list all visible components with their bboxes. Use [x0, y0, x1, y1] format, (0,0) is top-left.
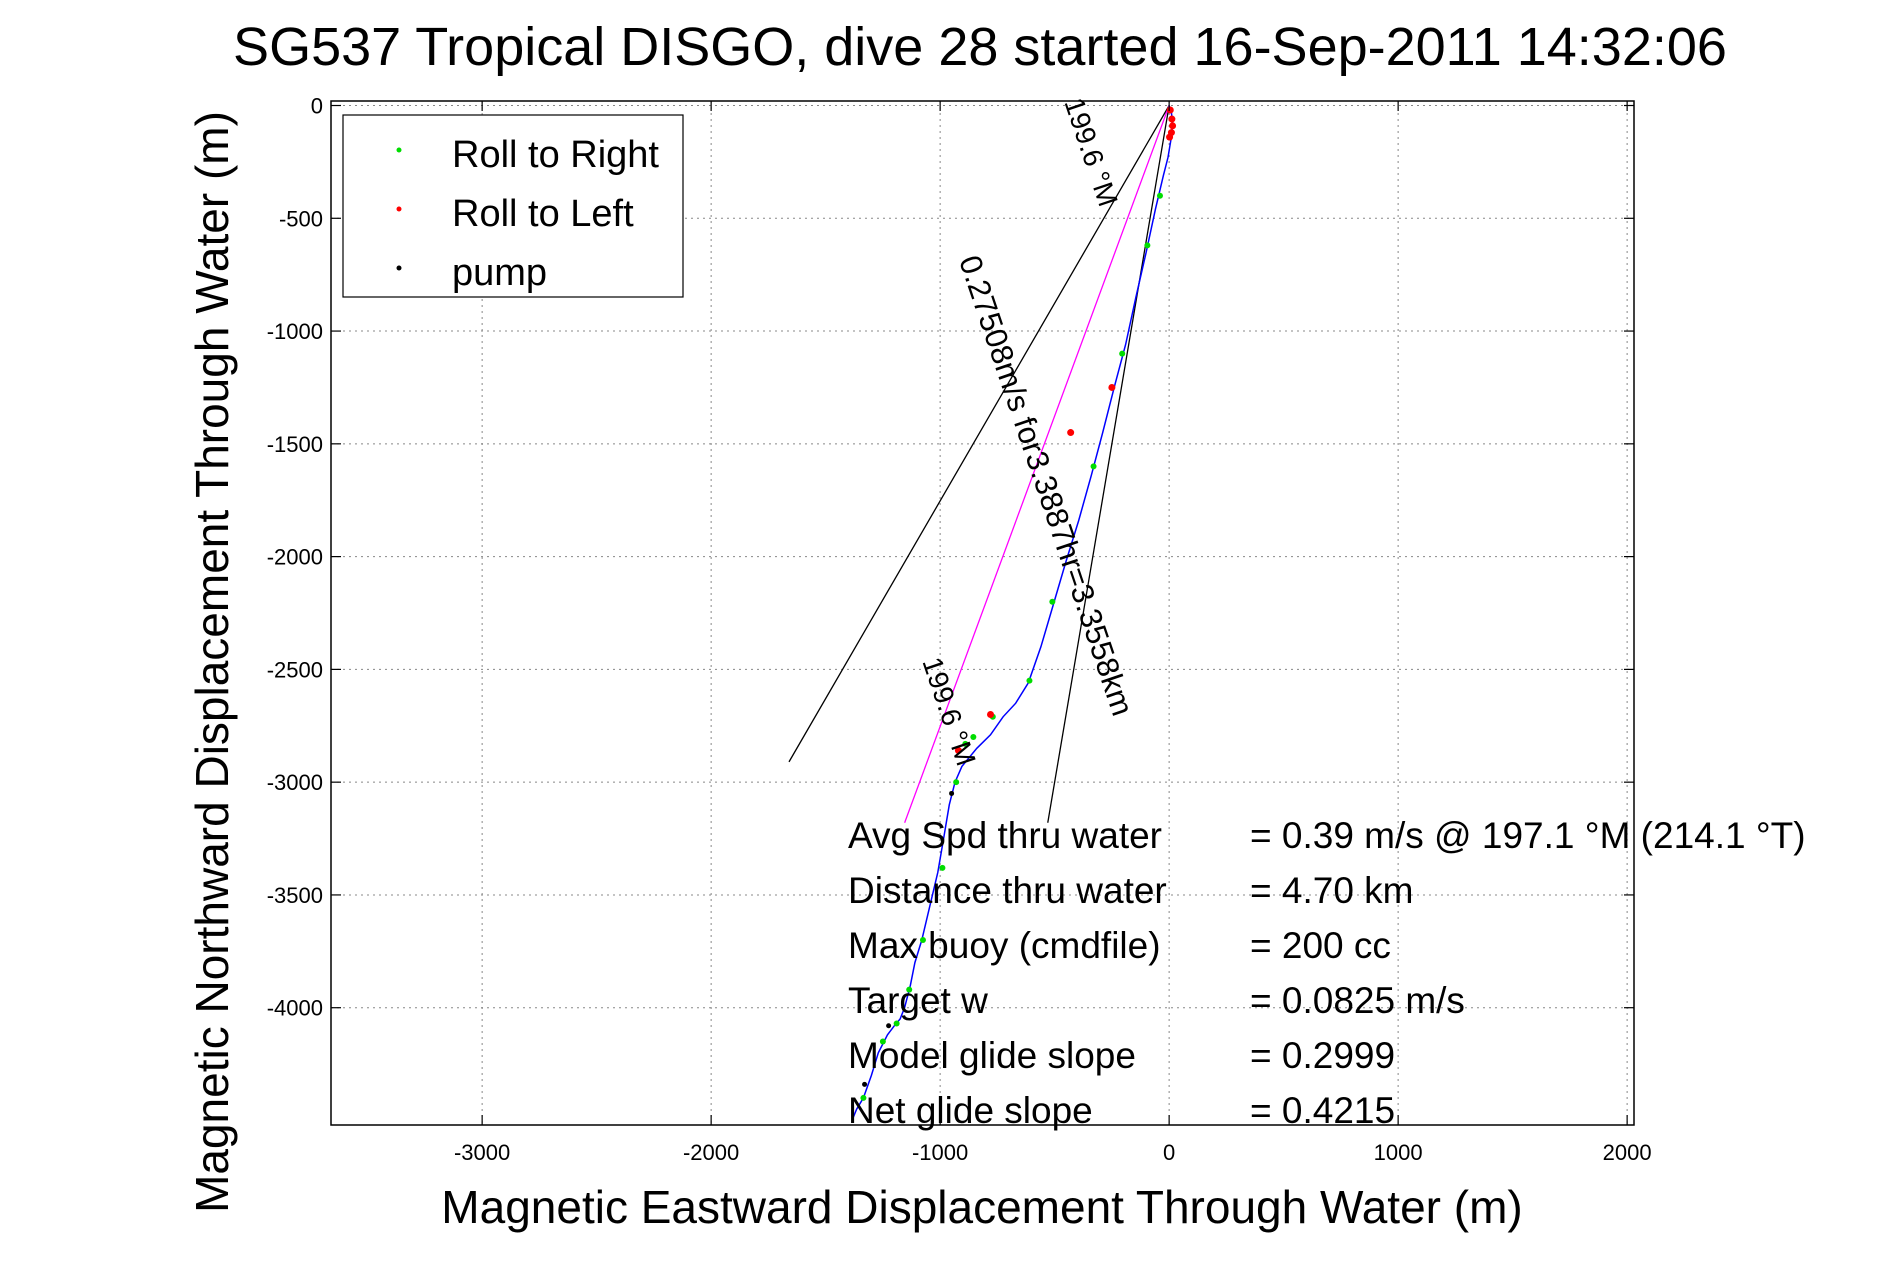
roll-left-point [1168, 115, 1176, 123]
roll-right-point [1144, 242, 1151, 249]
y-tick-label: -2500 [267, 657, 323, 682]
roll-left-point [1108, 383, 1116, 391]
roll-right-point [953, 779, 960, 786]
roll-right-point [1026, 677, 1033, 684]
y-tick-label: -4000 [267, 996, 323, 1021]
pump-point [886, 1023, 892, 1029]
roll-left-point [954, 747, 962, 755]
wedge-lines [788, 105, 1170, 823]
x-tick-label: -1000 [912, 1140, 968, 1165]
dive-markers [860, 106, 1177, 1101]
roll-left-point [1166, 106, 1174, 114]
legend: Roll to Right Roll to Left pump [342, 114, 684, 298]
roll-left-point [1169, 122, 1177, 130]
roll-right-point [962, 740, 969, 747]
y-tick-label: -2000 [267, 545, 323, 570]
y-tick-label: 0 [311, 94, 323, 119]
roll-left-point [987, 710, 995, 718]
stat-label: Net glide slope [848, 1090, 1093, 1131]
stat-label: Distance thru water [848, 870, 1167, 911]
stat-label: Model glide slope [848, 1035, 1136, 1076]
wedge-line [788, 105, 1170, 763]
stat-value: = 4.70 km [1250, 870, 1414, 911]
x-tick-label: 2000 [1603, 1140, 1652, 1165]
stat-value: = 0.2999 [1250, 1035, 1395, 1076]
y-tick-label: -1500 [267, 432, 323, 457]
current-arrow [904, 105, 1170, 823]
y-tick-label: -1000 [267, 319, 323, 344]
stat-value: = 0.0825 m/s [1250, 980, 1465, 1021]
roll-right-point [860, 1094, 867, 1101]
roll-right-point [1049, 598, 1056, 605]
stat-label: Avg Spd thru water [848, 815, 1162, 856]
roll-right-point [919, 937, 926, 944]
wedge-line [1047, 105, 1170, 823]
legend-marker [396, 147, 402, 153]
roll-left-point [1166, 133, 1174, 141]
legend-marker [396, 206, 402, 212]
x-tick-label: -2000 [683, 1140, 739, 1165]
legend-label: pump [452, 252, 547, 294]
y-tick-label: -500 [279, 206, 323, 231]
stat-value: = 0.39 m/s @ 197.1 °M (214.1 °T) [1250, 815, 1806, 856]
roll-right-point [939, 864, 946, 871]
y-axis-label: Magnetic Northward Displacement Through … [186, 111, 238, 1213]
roll-left-point [1067, 429, 1075, 437]
x-axis-label: Magnetic Eastward Displacement Through W… [441, 1181, 1522, 1233]
stat-value: = 200 cc [1250, 925, 1391, 966]
roll-right-point [879, 1038, 886, 1045]
chart-title: SG537 Tropical DISGO, dive 28 started 16… [233, 17, 1727, 77]
legend-label: Roll to Left [452, 193, 634, 235]
x-tick-label: 1000 [1374, 1140, 1423, 1165]
legend-label: Roll to Right [452, 134, 659, 176]
roll-right-point [1119, 350, 1126, 357]
roll-right-point [970, 734, 977, 741]
x-tick-label: -3000 [454, 1140, 510, 1165]
x-tick-label: 0 [1163, 1140, 1175, 1165]
roll-right-point [1090, 463, 1097, 470]
roll-right-point [1156, 192, 1163, 199]
pump-point [862, 1081, 868, 1087]
stat-label: Max buoy (cmdfile) [848, 925, 1161, 966]
roll-right-point [893, 1020, 900, 1027]
axis-ticks: -3000 -2000 -1000 0 1000 2000 0 -500 -1000 -1500 -… [267, 94, 1652, 1165]
current-arrow-line [904, 105, 1170, 823]
y-tick-label: -3000 [267, 770, 323, 795]
pump-point [949, 790, 955, 796]
stat-value: = 0.4215 [1250, 1090, 1395, 1131]
y-tick-label: -3500 [267, 883, 323, 908]
dive-stats: Avg Spd thru water = 0.39 m/s @ 197.1 °M … [848, 815, 1806, 1131]
grid-lines [331, 101, 1634, 1125]
plot-frame [330, 100, 1635, 1126]
stat-label: Target w [848, 980, 988, 1021]
roll-right-point [906, 986, 913, 993]
legend-marker [396, 265, 402, 271]
